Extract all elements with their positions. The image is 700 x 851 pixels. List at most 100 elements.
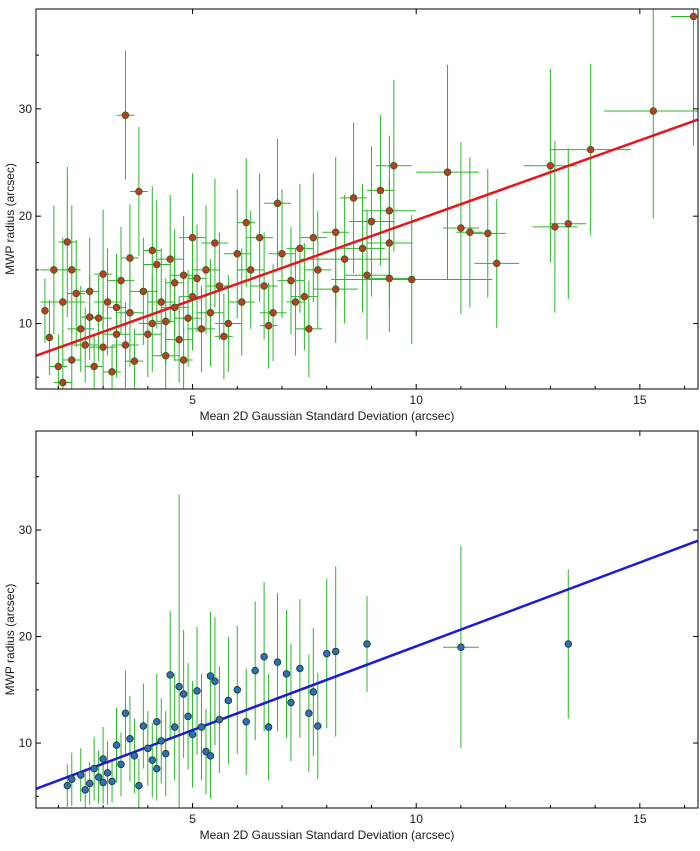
data-point [466,228,474,237]
data-point [41,306,49,315]
fit-line [36,539,698,791]
y-tick-label: 20 [19,209,33,223]
data-point [390,161,398,170]
data-point [206,672,215,680]
data-point [260,282,268,290]
data-point [314,722,322,730]
data-point [126,254,134,262]
data-point [287,276,295,285]
data-point [296,244,304,253]
data-point [179,271,188,279]
data-point [153,260,161,269]
data-point [484,229,492,238]
data-point [457,224,465,232]
data-point [81,786,89,794]
data-point [287,698,295,707]
data-point [233,249,242,258]
data-point [586,145,595,154]
data-point [260,653,268,661]
data-point [170,303,179,312]
x-tick-label: 10 [410,393,424,407]
data-point [255,233,264,242]
data-point [68,775,76,783]
data-point [193,687,201,695]
data-point [282,670,291,678]
data-point [224,696,233,705]
data-point [407,275,416,284]
y-axis-label: MWP radius (arcsec) [3,163,17,275]
data-point [242,218,250,227]
data-point [153,717,161,726]
data-point [161,749,170,758]
data-point [246,266,255,274]
data-point [188,292,197,301]
data-point [193,274,201,283]
x-tick-label: 15 [633,812,647,826]
y-tick-label: 30 [19,102,33,116]
data-point [551,223,559,231]
data-point [564,219,573,228]
data-point [72,289,81,298]
data-point [264,723,273,731]
data-point [188,730,197,739]
data-point [90,764,98,773]
data-point [179,356,188,364]
data-point [157,298,165,306]
data-point [296,664,304,673]
data-point [649,107,658,115]
data-point [135,781,143,790]
data-point [251,666,259,675]
data-point [108,368,116,376]
plot-frame [35,8,699,390]
data-point [273,199,282,208]
data-point [269,309,277,317]
data-point [233,686,242,694]
data-point [175,682,183,691]
data-point [90,362,98,371]
data-point [224,319,233,328]
data-point [206,752,215,760]
data-point [443,168,452,176]
data-point [121,709,130,717]
y-axis-label: MWP radius (arcsec) [3,584,17,696]
data-point [50,266,58,274]
data-point [76,771,85,779]
data-point [264,321,273,330]
data-point [385,239,394,247]
data-point [144,744,152,753]
x-tick-label: 5 [189,812,196,826]
data-point [117,760,125,769]
data-point [85,779,94,788]
data-point [99,755,107,763]
x-tick-label: 15 [633,393,647,407]
data-point [314,266,322,274]
plot-frame [35,430,699,809]
y-tick-label: 10 [19,736,33,750]
data-point [376,186,385,195]
data-point [215,282,224,290]
data-point [161,351,170,360]
data-point [363,640,371,648]
data-point [45,333,54,342]
data-point [331,228,340,237]
fit-line [36,118,698,357]
data-point [130,357,139,365]
data-point [103,298,112,306]
data-point [108,777,116,786]
data-point [153,764,161,773]
data-point [85,287,94,296]
data-point [139,287,148,296]
data-point [211,239,219,247]
data-point [220,332,228,341]
data-point [94,314,103,322]
x-axis-label: Mean 2D Gaussian Standard Deviation (arc… [200,828,455,842]
data-point [349,194,358,202]
data-point [117,276,125,285]
bottom-panel: 5 10 15 10 20 30 Mean 2D Gaussian Standard Dev… [3,430,699,842]
data-point [564,640,573,648]
data-point [202,266,210,274]
data-point [546,161,555,170]
data-point [309,688,318,696]
data-point [170,723,179,731]
